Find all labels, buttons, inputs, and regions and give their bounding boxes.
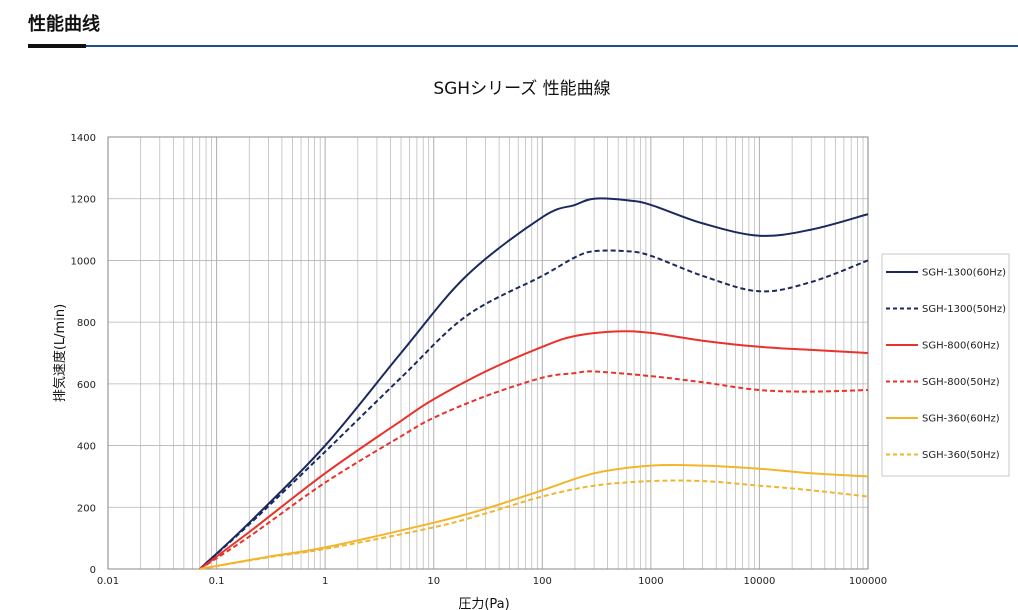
y-tick-label: 0: [90, 565, 96, 576]
chart-title: SGHシリーズ 性能曲線: [433, 79, 610, 99]
series-line-4: [199, 463, 869, 570]
y-axis-label: 排気速度(L/min): [52, 304, 68, 402]
grid: [107, 136, 869, 570]
y-tick-label: 400: [77, 442, 96, 453]
x-tick-label: 10000: [744, 576, 776, 587]
series-line-1: [199, 249, 869, 570]
y-tick-label: 800: [77, 318, 96, 329]
legend-label: SGH-800(60Hz): [922, 341, 1000, 352]
plot-frame: [107, 136, 869, 570]
x-tick-label: 1: [322, 576, 328, 587]
tick-labels: 0.01 0.1 1 10 100 1000 10000 100000 0 200 400 600 80…: [71, 133, 888, 587]
series-line-5: [199, 479, 869, 570]
page-heading: 性能曲线: [28, 14, 100, 35]
legend: SGH-1300(60Hz) SGH-1300(50Hz) SGH-800(60Hz…: [886, 268, 1006, 461]
series-line-2: [199, 330, 869, 570]
heading-rule: [28, 45, 1018, 47]
y-tick-label: 1000: [71, 256, 96, 267]
legend-label: SGH-360(50Hz): [922, 450, 1000, 461]
legend-label: SGH-360(60Hz): [922, 414, 1000, 425]
x-tick-label: 100: [533, 576, 552, 587]
x-tick-label: 0.01: [97, 576, 119, 587]
x-axis-label: 圧力(Pa): [458, 597, 509, 610]
x-tick-label: 10: [427, 576, 440, 587]
x-tick-label: 100000: [849, 576, 887, 587]
heading-rule-accent: [28, 44, 86, 48]
legend-label: SGH-800(50Hz): [922, 377, 1000, 388]
y-tick-label: 1200: [71, 195, 96, 206]
y-tick-label: 200: [77, 503, 96, 514]
y-tick-label: 600: [77, 380, 96, 391]
x-tick-label: 1000: [638, 576, 663, 587]
series-line-3: [199, 370, 869, 570]
legend-box: [881, 253, 1010, 477]
legend-label: SGH-1300(60Hz): [922, 268, 1006, 279]
series-lines: [199, 197, 869, 570]
legend-label: SGH-1300(50Hz): [922, 304, 1006, 315]
y-tick-label: 1400: [71, 133, 96, 144]
x-tick-label: 0.1: [209, 576, 225, 587]
series-line-0: [199, 197, 869, 570]
